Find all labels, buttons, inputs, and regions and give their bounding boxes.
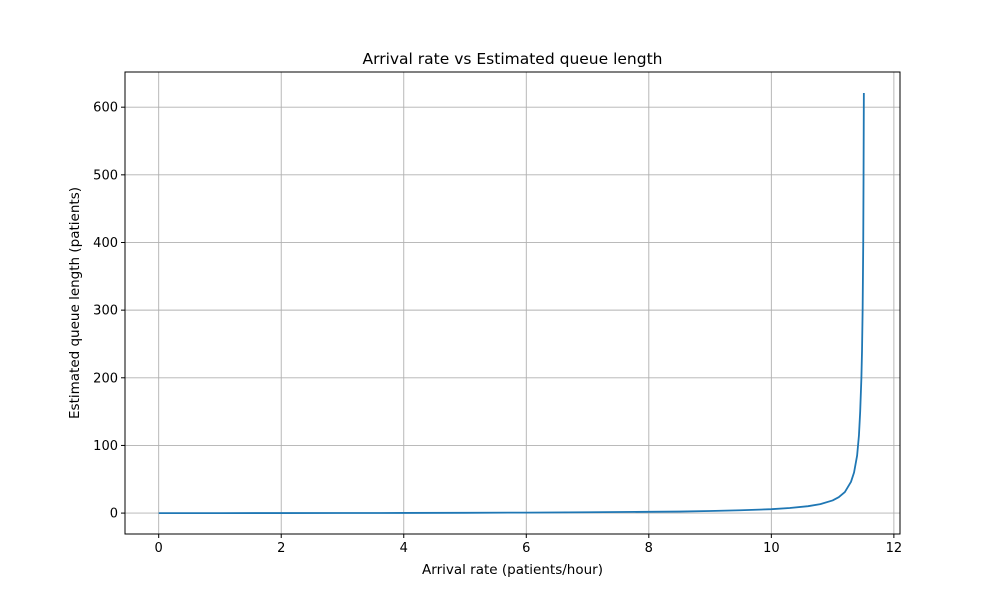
y-tick-label: 200 bbox=[93, 371, 118, 386]
x-tick-label: 6 bbox=[522, 541, 530, 556]
x-tick-label: 0 bbox=[155, 541, 163, 556]
x-tick-label: 8 bbox=[645, 541, 653, 556]
x-tick-label: 12 bbox=[886, 541, 903, 556]
y-tick-label: 500 bbox=[93, 168, 118, 183]
plot-frame bbox=[124, 71, 901, 535]
y-tick-label: 0 bbox=[110, 507, 118, 522]
x-tick-label: 4 bbox=[400, 541, 408, 556]
y-tick-label: 300 bbox=[93, 304, 118, 319]
x-axis-title: Arrival rate (patients/hour) bbox=[422, 562, 603, 578]
series-line bbox=[158, 92, 865, 514]
y-tick-label: 100 bbox=[93, 439, 118, 454]
chart-title: Arrival rate vs Estimated queue length bbox=[363, 50, 663, 68]
x-tick-label: 10 bbox=[763, 541, 780, 556]
y-tick-label: 400 bbox=[93, 236, 118, 251]
x-tick-label: 2 bbox=[277, 541, 285, 556]
y-axis-title: Estimated queue length (patients) bbox=[67, 187, 83, 419]
plot-area-background bbox=[125, 72, 900, 534]
tick-layer: 0 2 4 6 8 10 12 0 100 200 300 400 500 600 bbox=[93, 101, 902, 556]
y-tick-label: 600 bbox=[93, 101, 118, 116]
series-layer bbox=[158, 92, 865, 514]
